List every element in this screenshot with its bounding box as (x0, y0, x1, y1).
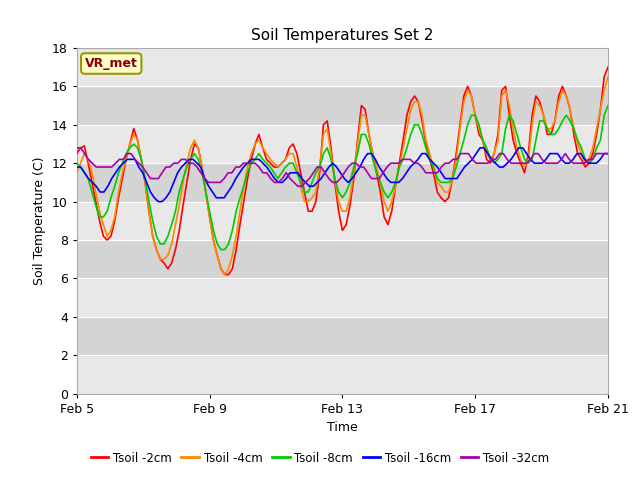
X-axis label: Time: Time (327, 421, 358, 434)
Bar (77, 317, 608, 355)
Bar (77, 278, 608, 317)
Bar (77, 86, 608, 125)
Legend: Tsoil -2cm, Tsoil -4cm, Tsoil -8cm, Tsoil -16cm, Tsoil -32cm: Tsoil -2cm, Tsoil -4cm, Tsoil -8cm, Tsoi… (86, 447, 554, 469)
Bar (77, 163, 608, 202)
Bar (77, 48, 608, 86)
Bar (77, 125, 608, 163)
Text: VR_met: VR_met (84, 57, 138, 70)
Title: Soil Temperatures Set 2: Soil Temperatures Set 2 (252, 28, 433, 43)
Bar (77, 355, 608, 394)
Bar (77, 240, 608, 278)
Bar (77, 202, 608, 240)
Y-axis label: Soil Temperature (C): Soil Temperature (C) (33, 156, 46, 285)
